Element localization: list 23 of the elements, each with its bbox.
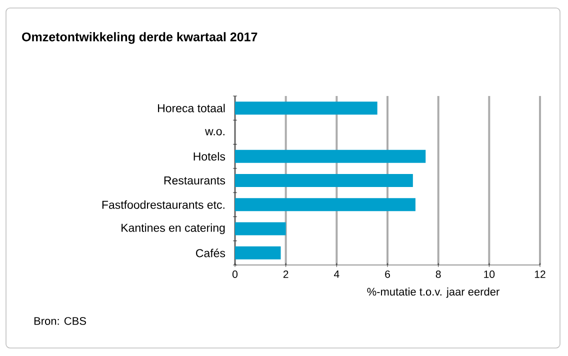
x-axis-title: %-mutatie t.o.v. jaar eerder <box>367 288 500 298</box>
chart-title: Omzetontwikkeling derde kwartaal 2017 <box>22 32 258 44</box>
bar <box>235 246 281 260</box>
y-tick-label: Kantines en catering <box>122 223 225 234</box>
y-tick-label: Fastfoodrestaurants etc. <box>102 200 224 209</box>
x-tick-label: 6 <box>385 270 390 278</box>
x-tick-label: 10 <box>484 270 495 278</box>
x-tick-label: 0 <box>232 270 238 278</box>
y-tick-label: Hotels <box>194 152 226 161</box>
y-tick-label: Cafés <box>196 248 226 258</box>
x-tick-label: 8 <box>436 270 441 278</box>
bar <box>235 150 426 163</box>
x-tick-label: 12 <box>534 270 546 278</box>
x-tick-label: 2 <box>283 270 288 278</box>
y-tick-label: Restaurants <box>164 176 226 185</box>
bar <box>235 174 413 187</box>
bar <box>235 222 286 236</box>
bar <box>235 198 416 212</box>
x-tick-label: 4 <box>334 270 340 278</box>
y-tick-label: w.o. <box>205 129 224 136</box>
bar <box>235 102 378 115</box>
y-tick-label: Horeca totaal <box>158 104 225 112</box>
text: Bron: CBS <box>34 317 86 325</box>
